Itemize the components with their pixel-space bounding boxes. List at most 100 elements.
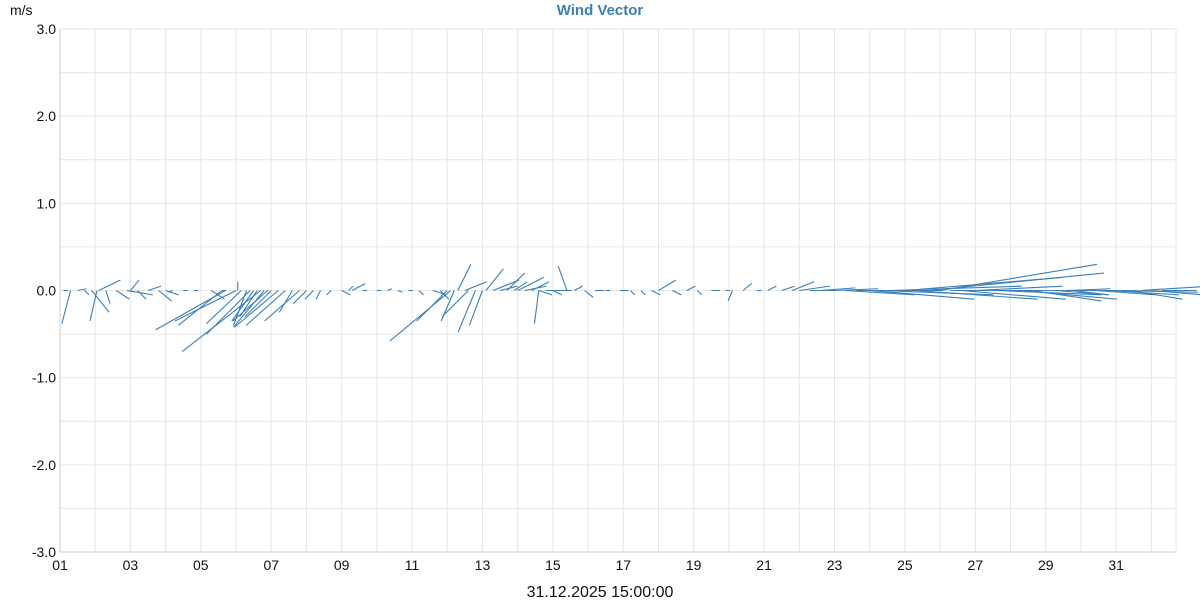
- wind-vector: [84, 290, 90, 296]
- wind-vector: [640, 290, 646, 296]
- y-tick-label: 2.0: [37, 108, 57, 124]
- wind-vector: [1031, 289, 1102, 302]
- wind-vector: [116, 290, 130, 300]
- wind-vector: [573, 285, 583, 291]
- x-tick-label: 29: [1038, 557, 1054, 573]
- wind-vector: [820, 287, 856, 292]
- wind-vector: [869, 289, 975, 300]
- wind-vector: [1094, 289, 1157, 296]
- wind-vector: [781, 285, 795, 292]
- wind-vector: [845, 289, 915, 296]
- wind-vector: [397, 289, 403, 293]
- wind-vector: [552, 290, 562, 296]
- x-tick-label: 09: [334, 557, 350, 573]
- y-tick-label: -1.0: [32, 370, 56, 386]
- chart-title: Wind Vector: [556, 2, 644, 19]
- x-tick-label: 31: [1108, 557, 1124, 573]
- wind-vector: [834, 288, 879, 292]
- x-tick-label: 13: [475, 557, 491, 573]
- wind-vector: [506, 272, 525, 291]
- wind-vector: [457, 264, 472, 291]
- x-tick-label: 21: [756, 557, 772, 573]
- x-tick-label: 01: [52, 557, 68, 573]
- wind-vector: [531, 281, 550, 291]
- wind-vector: [1151, 289, 1200, 296]
- wind-vector: [165, 289, 179, 296]
- wind-vector: [244, 290, 272, 318]
- wind-vector: [278, 290, 293, 313]
- wind-vector: [98, 279, 121, 291]
- wind-vector: [304, 290, 314, 300]
- wind-vector: [264, 290, 300, 322]
- wind-vector: [767, 285, 777, 291]
- wind-vector: [513, 281, 528, 291]
- wind-vector: [742, 283, 753, 291]
- wind-vector: [234, 290, 279, 328]
- y-tick-label: -3.0: [32, 544, 56, 560]
- wind-vector: [1140, 286, 1200, 292]
- wind-vector: [727, 290, 733, 302]
- x-tick-label: 17: [615, 557, 631, 573]
- wind-vector: [351, 283, 366, 291]
- wind-vector: [629, 290, 636, 296]
- x-tick-label: 19: [686, 557, 702, 573]
- wind-vector: [137, 290, 147, 300]
- wind-vector: [792, 281, 815, 292]
- x-tick-label: 07: [263, 557, 279, 573]
- x-tick-label: 15: [545, 557, 561, 573]
- wind-vector: [348, 285, 354, 291]
- x-tick-label: 27: [968, 557, 984, 573]
- wind-vector: [105, 290, 111, 304]
- wind-vector: [77, 288, 87, 292]
- x-tick-label: 03: [123, 557, 139, 573]
- wind-vector: [232, 290, 269, 322]
- wind-vector: [696, 290, 702, 296]
- wind-vector: [155, 290, 226, 331]
- wind-vector: [158, 290, 172, 302]
- wind-vector: [181, 290, 262, 352]
- wind-vector: [326, 290, 332, 296]
- wind-vector: [880, 289, 994, 296]
- wind-vector: [799, 285, 830, 292]
- wind-vector: [533, 290, 540, 324]
- wind-vector: [961, 289, 1066, 300]
- wind-vector: [341, 290, 351, 296]
- wind-vector: [492, 279, 520, 292]
- wind-vector: [651, 290, 661, 296]
- wind-vector: [315, 290, 322, 300]
- y-axis-unit-label: m/s: [10, 2, 33, 18]
- wind-vector: [584, 290, 594, 298]
- wind-vector: [915, 289, 1038, 300]
- wind-vector: [1130, 289, 1183, 300]
- x-tick-label: 25: [897, 557, 913, 573]
- wind-vector: [672, 290, 682, 296]
- wind-vector: [91, 290, 110, 313]
- wind-vector: [457, 290, 476, 333]
- wind-vector: [1021, 289, 1118, 300]
- y-tick-label: 3.0: [37, 21, 57, 37]
- wind-vector: [1073, 289, 1109, 296]
- wind-vector: [439, 290, 450, 300]
- wind-vector: [174, 290, 237, 322]
- wind-vector: [940, 263, 1098, 292]
- wind-vector: [485, 268, 504, 291]
- wind-vector: [292, 290, 307, 304]
- wind-vector: [441, 290, 469, 318]
- wind-vector: [129, 279, 140, 291]
- x-tick-label: 05: [193, 557, 209, 573]
- wind-vector: [418, 290, 424, 296]
- wind-vector: [557, 265, 568, 291]
- x-tick-label: 11: [405, 557, 420, 573]
- wind-vector: [658, 279, 677, 291]
- y-tick-label: 0.0: [37, 283, 57, 299]
- wind-vector: [975, 285, 1063, 292]
- timestamp-label: 31.12.2025 15:00:00: [526, 584, 674, 601]
- wind-vector: [686, 285, 696, 291]
- y-tick-label: 1.0: [37, 195, 57, 211]
- wind-vector: [538, 289, 553, 296]
- wind-vector: [468, 290, 483, 326]
- y-tick-label: -2.0: [32, 457, 56, 473]
- wind-vector: [147, 285, 162, 292]
